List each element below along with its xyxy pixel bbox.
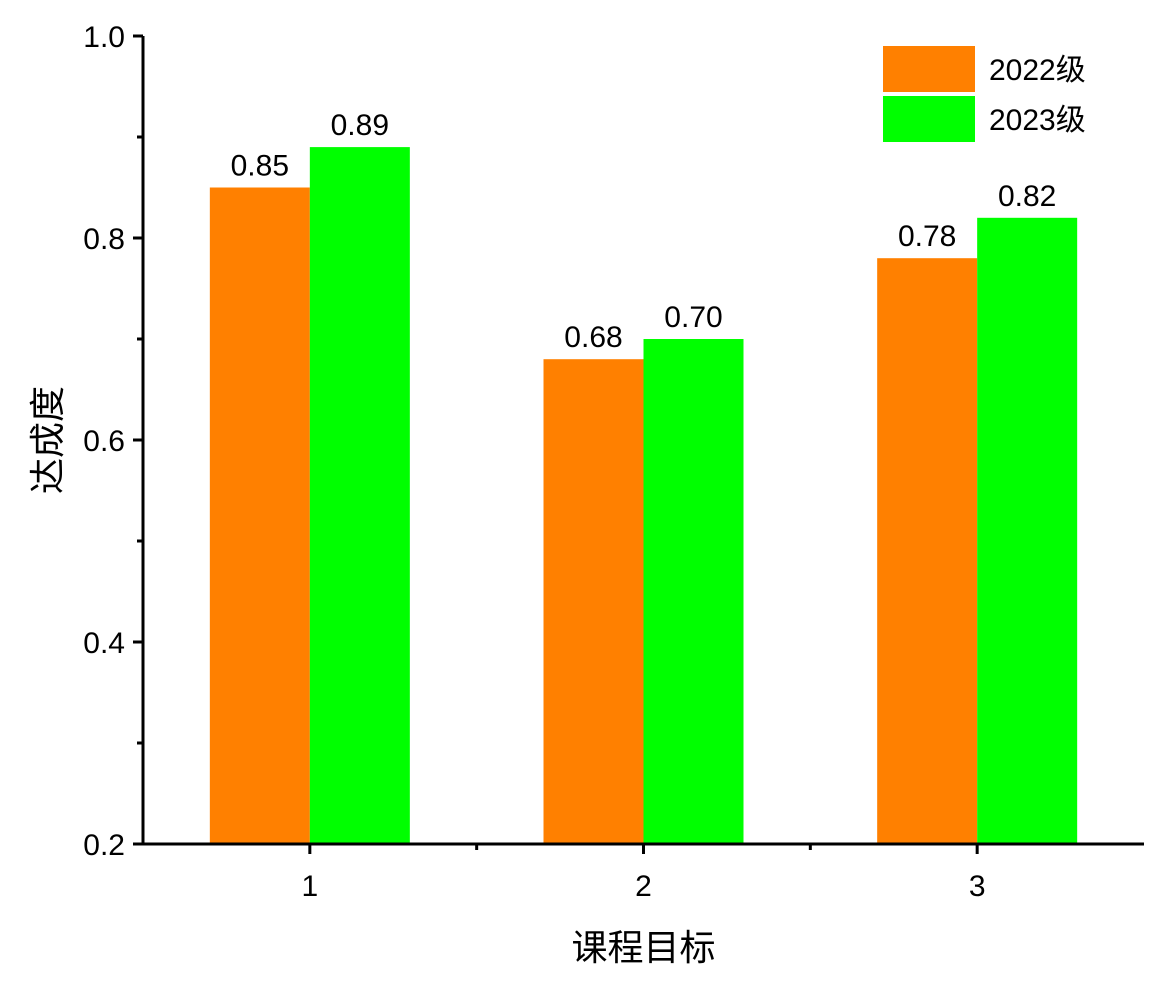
y-tick-label: 1.0 xyxy=(83,21,125,54)
x-tick-label: 2 xyxy=(635,870,652,903)
data-labels-group: 0.85 0.68 0.78 0.89 0.70 0.82 xyxy=(231,109,1057,354)
legend-swatch-series-a xyxy=(883,46,975,92)
y-tick-label: 0.2 xyxy=(83,829,125,862)
y-tick-label: 0.8 xyxy=(83,223,125,256)
legend-label: 2023级 xyxy=(989,104,1086,137)
x-axis-title: 课程目标 xyxy=(571,928,715,969)
bar-series-b-cat-2 xyxy=(643,339,744,844)
x-tick-label: 1 xyxy=(301,870,318,903)
bar-series-b-cat-3 xyxy=(977,217,1078,845)
bar-series-b-cat-1 xyxy=(309,147,410,845)
bar-series-a-cat-2 xyxy=(543,359,644,844)
data-label: 0.89 xyxy=(331,109,389,142)
data-label: 0.78 xyxy=(898,220,956,253)
data-label: 0.82 xyxy=(998,180,1056,213)
axes-group: 0.2 0.4 0.6 0.8 1.0 1 2 3 xyxy=(83,21,1144,903)
y-axis-title: 达成度 xyxy=(28,386,69,494)
legend-label: 2022级 xyxy=(989,54,1086,87)
bar-series-a-cat-3 xyxy=(877,258,978,844)
data-label: 0.70 xyxy=(664,301,722,334)
data-label: 0.68 xyxy=(564,321,622,354)
data-label: 0.85 xyxy=(231,150,289,183)
y-tick-label: 0.6 xyxy=(83,425,125,458)
legend: 2022级 2023级 xyxy=(883,46,1086,142)
bars-group xyxy=(209,147,1078,845)
legend-swatch-series-b xyxy=(883,96,975,142)
bar-series-a-cat-1 xyxy=(209,187,310,844)
x-tick-label: 3 xyxy=(969,870,986,903)
y-tick-label: 0.4 xyxy=(83,627,125,660)
